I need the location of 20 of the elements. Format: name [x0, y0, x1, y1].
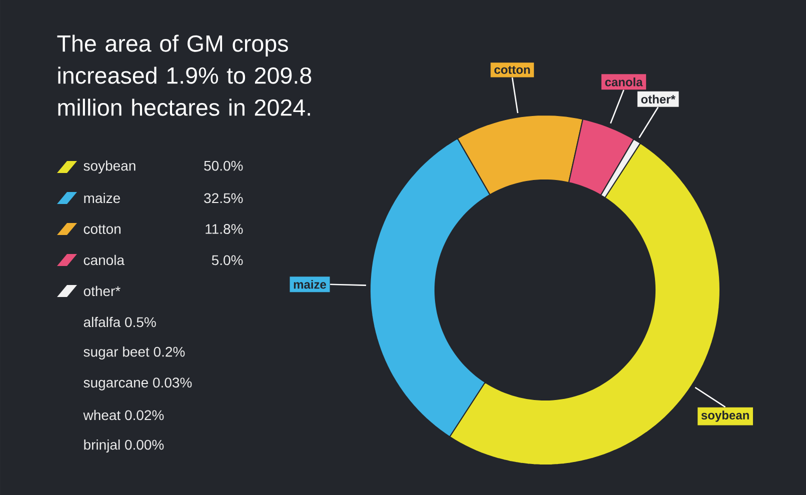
data-label: 50.0%: [204, 160, 243, 171]
slice-label: canola: [605, 78, 643, 86]
slice-label: soybean: [701, 410, 749, 422]
text: sugarcane 0.03%: [84, 378, 192, 390]
legend-label: canola: [84, 254, 125, 266]
data-label: 5.0%: [212, 255, 243, 266]
text: sugar beet 0.2%: [84, 346, 185, 360]
slice-label: other*: [641, 94, 676, 104]
legend-label: other*: [84, 286, 120, 296]
text: wheat 0.02%: [83, 410, 164, 420]
text: brinjal 0.00%: [84, 439, 164, 453]
chart-title: The area of GM crops increased 1.9% to 209.8 million hectares in 2024.: [57, 34, 312, 116]
slice-label: cotton: [494, 66, 530, 74]
slice-label: maize: [294, 280, 326, 289]
legend-label: soybean: [84, 160, 136, 174]
text: alfalfa 0.5%: [84, 316, 156, 328]
data-label: 11.8%: [206, 224, 243, 234]
data-label: 32.5%: [204, 193, 243, 204]
legend-label: maize: [84, 192, 120, 204]
legend-label: cotton: [84, 224, 121, 234]
